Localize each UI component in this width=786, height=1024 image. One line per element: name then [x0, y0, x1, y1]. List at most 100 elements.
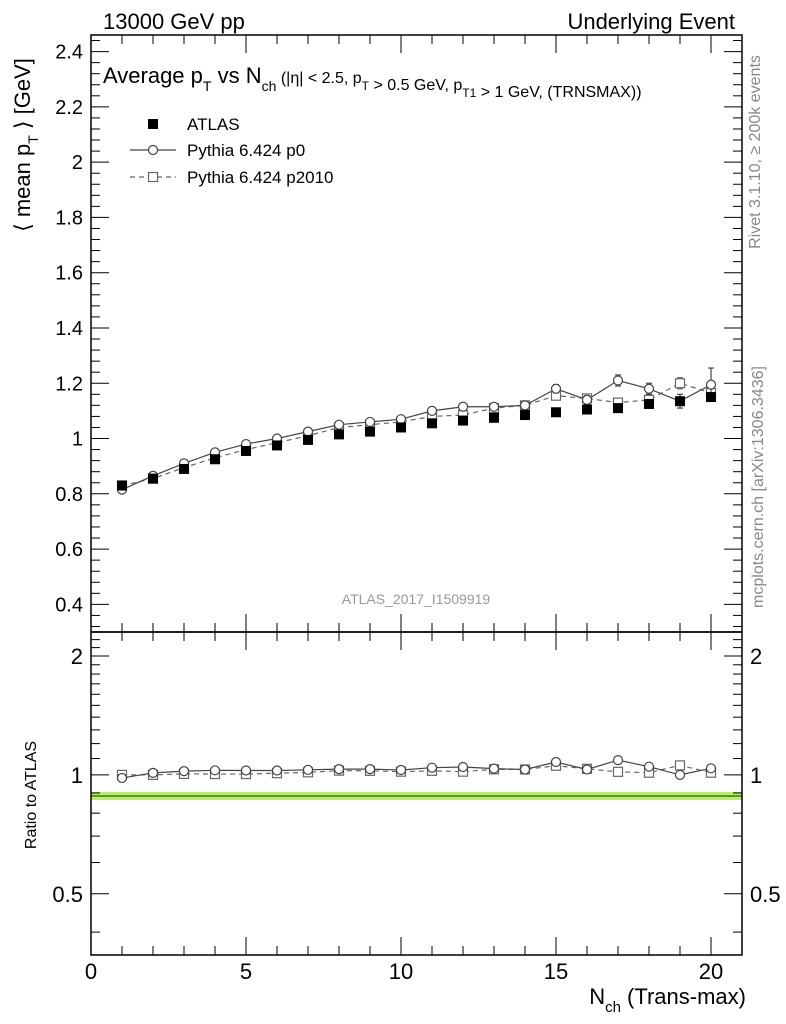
atlas-data-point [644, 398, 654, 409]
atlas-data-point [706, 392, 716, 403]
p2010-series-line [121, 382, 712, 487]
y-tick-label: 1.8 [55, 207, 83, 229]
ratio-y-tick-label: 0.5 [52, 882, 83, 907]
y-tick-label: 0.8 [55, 484, 83, 506]
y-tick-label: 1 [72, 429, 83, 451]
y-tick-label: 1.6 [55, 263, 83, 285]
p0-data-point [333, 419, 345, 430]
p0-data-point [147, 144, 159, 156]
p0-data-point [302, 426, 314, 437]
x-tick-label: 5 [240, 959, 252, 984]
p0-data-point [519, 764, 531, 775]
ratio-y-tick-label-right: 0.5 [750, 882, 781, 907]
p0-data-point [240, 765, 252, 776]
p0-data-point [643, 383, 655, 394]
x-tick-label: 0 [85, 959, 97, 984]
p2010-data-point [612, 766, 624, 777]
y-tick-label: 1.2 [55, 373, 83, 395]
header-left: 13000 GeV pp [103, 9, 245, 34]
p0-data-point [674, 769, 686, 780]
atlas-data-point [613, 403, 623, 414]
atlas-data-point [396, 422, 406, 433]
p0-series-line [121, 379, 712, 491]
y-tick-label: 1.4 [55, 318, 83, 340]
y-tick-label: 2.2 [55, 97, 83, 119]
p0-ratio-line [121, 759, 712, 779]
p0-data-point [209, 765, 221, 776]
p0-data-point [488, 763, 500, 774]
atlas-data-point [582, 404, 592, 415]
y-tick-label: 2 [72, 152, 83, 174]
atlas-data-point [148, 119, 158, 129]
p0-data-point [333, 764, 345, 775]
p0-data-point [488, 401, 500, 412]
p0-data-point [395, 764, 407, 776]
x-tick-label: 15 [544, 959, 568, 984]
atlas-data-point [675, 396, 685, 407]
p0-data-point [550, 756, 562, 768]
p2010-data-point [674, 760, 686, 771]
ratio-y-axis-label: Ratio to ATLAS [23, 741, 40, 849]
main-axis-ticks: 0.4 0.6 0.8 1 1.2 1.4 1.6 1.8 2 2.2 2.4 [55, 35, 743, 632]
p0-data-point [519, 400, 531, 411]
p0-data-point [643, 761, 655, 772]
legend: ATLAS Pythia 6.424 p0 Pythia 6.424 p2010 [130, 115, 334, 187]
legend-entry: ATLAS [187, 115, 240, 134]
p0-data-point [550, 383, 562, 394]
x-axis-label: Nch (Trans-max) [589, 984, 746, 1016]
atlas-data-point [179, 463, 189, 474]
atlas-data-point [458, 415, 468, 426]
p0-data-point [612, 755, 624, 766]
atlas-data-point [365, 426, 375, 437]
atlas-data-point [148, 473, 158, 484]
atlas-data-point [551, 407, 561, 418]
main-data-layer [116, 367, 717, 495]
atlas-data-point [117, 480, 127, 491]
header-right: Underlying Event [567, 9, 735, 34]
p0-data-point [457, 401, 469, 412]
y-tick-label: 0.6 [55, 539, 83, 561]
p0-data-point [457, 761, 469, 773]
ratio-y-tick-label: 1 [71, 763, 83, 788]
atlas-data-point [241, 445, 251, 456]
y-tick-label: 2.4 [55, 42, 83, 64]
x-tick-label: 10 [389, 959, 413, 984]
y-tick-label: 0.4 [55, 594, 83, 616]
ratio-data-layer [116, 755, 717, 784]
p0-data-point [581, 764, 593, 775]
analysis-watermark: ATLAS_2017_I1509919 [342, 591, 491, 607]
rivet-version-label: Rivet 3.1.10, ≥ 200k events [747, 55, 764, 249]
p0-data-point [178, 766, 190, 777]
legend-entry: Pythia 6.424 p2010 [187, 168, 334, 187]
atlas-data-point [520, 410, 530, 421]
atlas-data-point [427, 418, 437, 429]
ratio-frame [90, 631, 743, 956]
atlas-data-point [489, 412, 499, 423]
p0-data-point [705, 379, 717, 390]
p0-data-point [705, 763, 717, 774]
atlas-data-point [210, 454, 220, 465]
p0-data-point [302, 764, 314, 775]
atlas-data-point [303, 434, 313, 445]
main-title: Average pT vs Nch (|η| < 2.5, pT > 0.5 G… [103, 63, 642, 101]
p0-data-point [395, 414, 407, 425]
legend-entry: Pythia 6.424 p0 [187, 141, 305, 160]
p0-data-point [426, 762, 438, 773]
p0-data-point [116, 772, 128, 784]
p2010-data-point [674, 378, 686, 389]
p0-data-point [426, 405, 438, 416]
ratio-y-tick-label-right: 1 [750, 763, 762, 788]
p0-data-point [147, 767, 159, 778]
p2010-data-point [147, 171, 159, 183]
p0-data-point [364, 416, 376, 428]
p0-data-point [581, 394, 593, 405]
main-y-axis-label: ⟨ mean pT ⟩ [GeV] [10, 58, 41, 232]
atlas-data-point [334, 429, 344, 440]
x-tick-label: 20 [699, 959, 723, 984]
ratio-panel: 0.5 0.51 12 20 5 10 15 20 Ratio to ATLAS Nch (T… [23, 631, 781, 1016]
ratio-axis-ticks: 0.5 0.51 12 20 5 10 15 20 [52, 632, 781, 984]
p0-data-point [271, 765, 283, 776]
main-panel: 0.4 0.6 0.8 1 1.2 1.4 1.6 1.8 2 2.2 2.4 Average pT… [10, 34, 743, 633]
p0-data-point [364, 764, 376, 775]
